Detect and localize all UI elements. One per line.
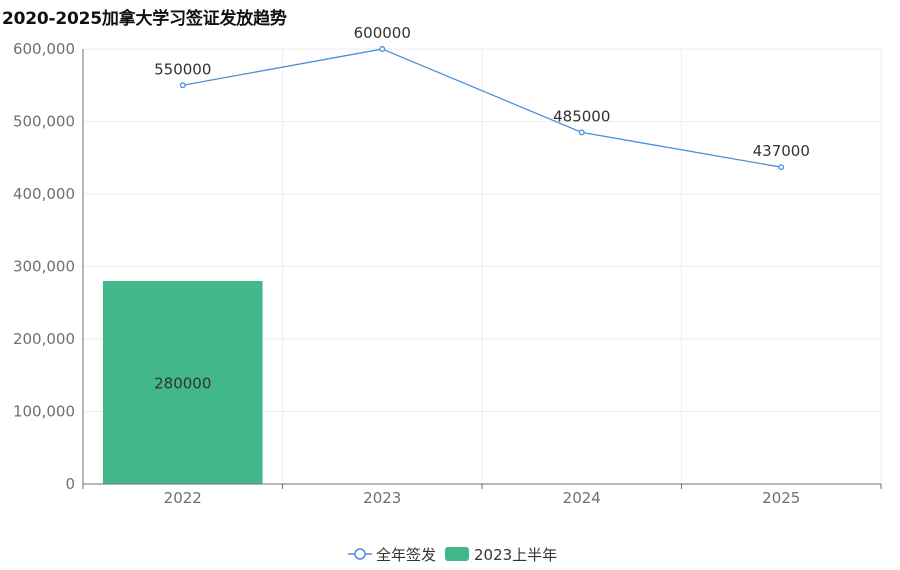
y-tick-label: 600,000	[13, 40, 75, 58]
line-point[interactable]	[179, 82, 186, 89]
bar[interactable]	[102, 281, 263, 484]
legend-line-marker[interactable]	[354, 548, 366, 560]
x-tick-label: 2024	[563, 489, 601, 507]
line-point[interactable]	[778, 164, 785, 171]
legend-bar-swatch[interactable]	[445, 547, 469, 561]
y-tick-label: 500,000	[13, 113, 75, 131]
data-labels: 280000 550000 600000 485000 437000	[154, 24, 810, 393]
y-tick-label: 100,000	[13, 403, 75, 421]
line-series-path	[182, 48, 782, 168]
line-point[interactable]	[578, 129, 585, 136]
x-tick-label: 2025	[762, 489, 800, 507]
line-data-label: 485000	[553, 107, 610, 125]
legend-label[interactable]: 全年签发	[376, 546, 436, 564]
y-tick-label: 400,000	[13, 185, 75, 203]
line-data-label: 550000	[154, 60, 211, 78]
bar-data-label: 280000	[154, 375, 211, 393]
chart-title: 2020-2025加拿大学习签证发放趋势	[2, 9, 287, 29]
y-tick-label: 200,000	[13, 330, 75, 348]
line-data-label: 600000	[354, 24, 411, 42]
x-tick-label: 2023	[363, 489, 401, 507]
bar-series	[102, 281, 263, 484]
y-tick-label: 0	[65, 475, 75, 493]
line-point[interactable]	[379, 46, 386, 52]
x-tick-label: 2022	[164, 489, 202, 507]
line-series	[179, 46, 785, 171]
grid-lines	[83, 48, 882, 484]
legend-label[interactable]: 2023上半年	[474, 546, 557, 564]
legend[interactable]: 全年签发 2023上半年	[348, 546, 557, 564]
axes: 0 100,000 200,000 300,000 400,000 500,000 600,…	[13, 40, 882, 507]
y-tick-label: 300,000	[13, 258, 75, 276]
line-data-label: 437000	[753, 142, 810, 160]
